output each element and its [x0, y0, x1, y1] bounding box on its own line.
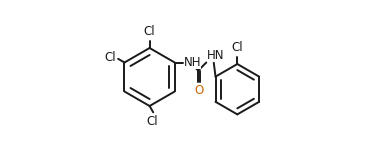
Text: O: O — [195, 84, 204, 97]
Text: Cl: Cl — [231, 41, 243, 54]
Text: HN: HN — [207, 49, 224, 62]
Text: NH: NH — [184, 56, 201, 69]
Text: Cl: Cl — [144, 25, 155, 38]
Text: Cl: Cl — [147, 115, 158, 128]
Text: Cl: Cl — [105, 51, 116, 64]
